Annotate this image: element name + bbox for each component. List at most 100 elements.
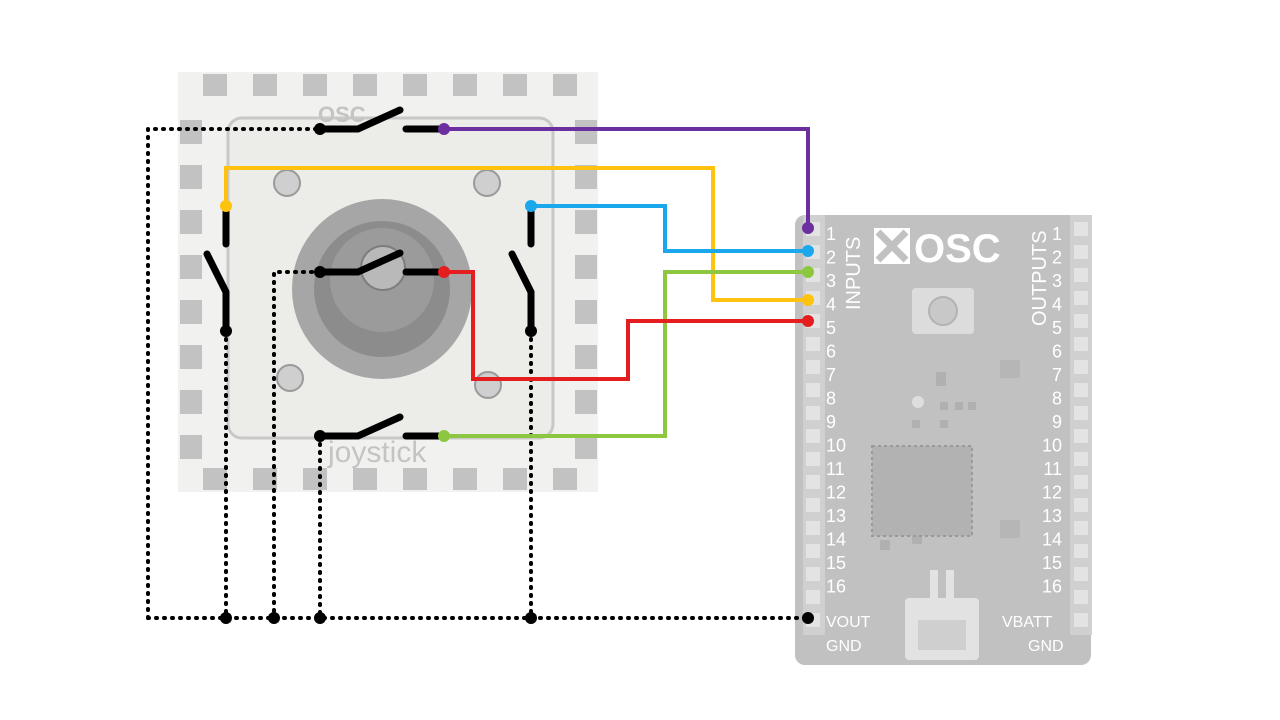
switch-right <box>508 202 535 335</box>
edge-pad <box>180 390 202 414</box>
wire-left-yellow <box>224 166 808 302</box>
joystick-board: OSC joystick <box>178 72 598 492</box>
input-pin-number: 16 <box>826 577 846 597</box>
header-pin <box>1074 544 1088 558</box>
junction-gnd-pin <box>802 612 814 624</box>
header-pin <box>1074 406 1088 420</box>
dot-left-switch <box>220 200 232 212</box>
header-pin <box>1074 360 1088 374</box>
led-component <box>936 372 946 386</box>
header-pin <box>1074 314 1088 328</box>
input-pin-number: 15 <box>826 553 846 573</box>
switch-down <box>316 413 448 440</box>
edge-pad <box>403 468 427 490</box>
header-pin <box>1074 268 1088 282</box>
battery-connector-tab-1 <box>930 570 938 598</box>
dot-right-switch <box>525 200 537 212</box>
output-pin-number: 2 <box>1052 248 1062 268</box>
screw-top-left <box>273 169 301 197</box>
joystick-edge-pads <box>180 74 597 490</box>
outputs-label: OUTPUTS <box>1029 230 1051 326</box>
terminal-up-ground <box>314 123 326 135</box>
junction-center <box>268 612 280 624</box>
edge-pad <box>180 345 202 369</box>
header-pin <box>1074 613 1088 627</box>
edge-pad <box>453 468 477 490</box>
terminal-center-ground <box>314 266 326 278</box>
edge-pad <box>575 435 597 459</box>
header-pin <box>806 498 820 512</box>
output-pin-number: 13 <box>1042 506 1062 526</box>
terminal-down-ground <box>314 430 326 442</box>
wire-down-green <box>444 270 808 438</box>
input-pin-number: 7 <box>826 365 836 385</box>
joystick-logo: OSC <box>318 102 366 127</box>
header-pin <box>1074 590 1088 604</box>
indicator-led <box>912 396 924 408</box>
dot-input-1 <box>802 222 814 234</box>
reset-button-cap <box>928 296 958 326</box>
header-pin <box>1074 337 1088 351</box>
edge-pad <box>180 165 202 189</box>
screw-bottom-right <box>474 371 502 399</box>
header-pin <box>1074 521 1088 535</box>
switch-left <box>203 202 230 335</box>
gnd-left-label: GND <box>826 638 862 655</box>
switches <box>203 106 535 440</box>
switch-up <box>316 106 448 133</box>
wire-center-red <box>444 270 808 381</box>
smd-part-2 <box>955 402 963 410</box>
input-pin-number: 10 <box>826 436 846 456</box>
edge-pad <box>503 468 527 490</box>
input-pin-number: 14 <box>826 530 846 550</box>
switch-center <box>316 249 448 276</box>
signal-wire-endpoints <box>220 123 814 442</box>
output-pin-number: 12 <box>1042 483 1062 503</box>
edge-pad <box>553 468 577 490</box>
header-pin <box>806 383 820 397</box>
dot-center-switch <box>438 266 450 278</box>
header-pin <box>806 567 820 581</box>
edge-pad <box>575 120 597 144</box>
ground-junctions <box>220 612 814 624</box>
output-pin-number: 1 <box>1052 224 1062 244</box>
junction-left <box>220 612 232 624</box>
output-pin-number: 5 <box>1052 318 1062 338</box>
header-pin <box>1074 291 1088 305</box>
input-pin-number: 9 <box>826 412 836 432</box>
header-pin <box>1074 498 1088 512</box>
smd-part-3 <box>968 402 976 410</box>
joystick-engraving: joystick <box>327 436 427 469</box>
output-pin-number: 9 <box>1052 412 1062 432</box>
junction-right <box>525 612 537 624</box>
edge-pad <box>553 74 577 96</box>
output-pin-number: 11 <box>1043 459 1062 479</box>
header-pin <box>1074 429 1088 443</box>
output-pin-number: 15 <box>1042 553 1062 573</box>
dot-input-3 <box>802 266 814 278</box>
header-pin <box>1074 475 1088 489</box>
input-pin-number: 2 <box>826 248 836 268</box>
input-pin-number: 5 <box>826 318 836 338</box>
ground-left-riser <box>146 127 322 620</box>
header-pin <box>1074 383 1088 397</box>
output-pin-number: 8 <box>1052 389 1062 409</box>
vbatt-label: VBATT <box>1002 614 1053 631</box>
input-pin-number: 6 <box>826 342 836 362</box>
switch-terminals <box>220 123 537 442</box>
smd-part-5 <box>912 420 920 428</box>
edge-pad <box>203 74 227 96</box>
input-pin-number: 1 <box>826 224 836 244</box>
edge-pad <box>303 468 327 490</box>
edge-pad <box>180 300 202 324</box>
edge-pad <box>575 210 597 234</box>
screw-top-right <box>473 169 501 197</box>
output-pin-number: 16 <box>1042 577 1062 597</box>
edge-pad <box>503 74 527 96</box>
edge-pad <box>180 255 202 279</box>
edge-pad <box>303 74 327 96</box>
header-pin <box>806 521 820 535</box>
osc-logo-icon <box>874 228 910 264</box>
edge-pad <box>575 300 597 324</box>
header-pin <box>1074 245 1088 259</box>
